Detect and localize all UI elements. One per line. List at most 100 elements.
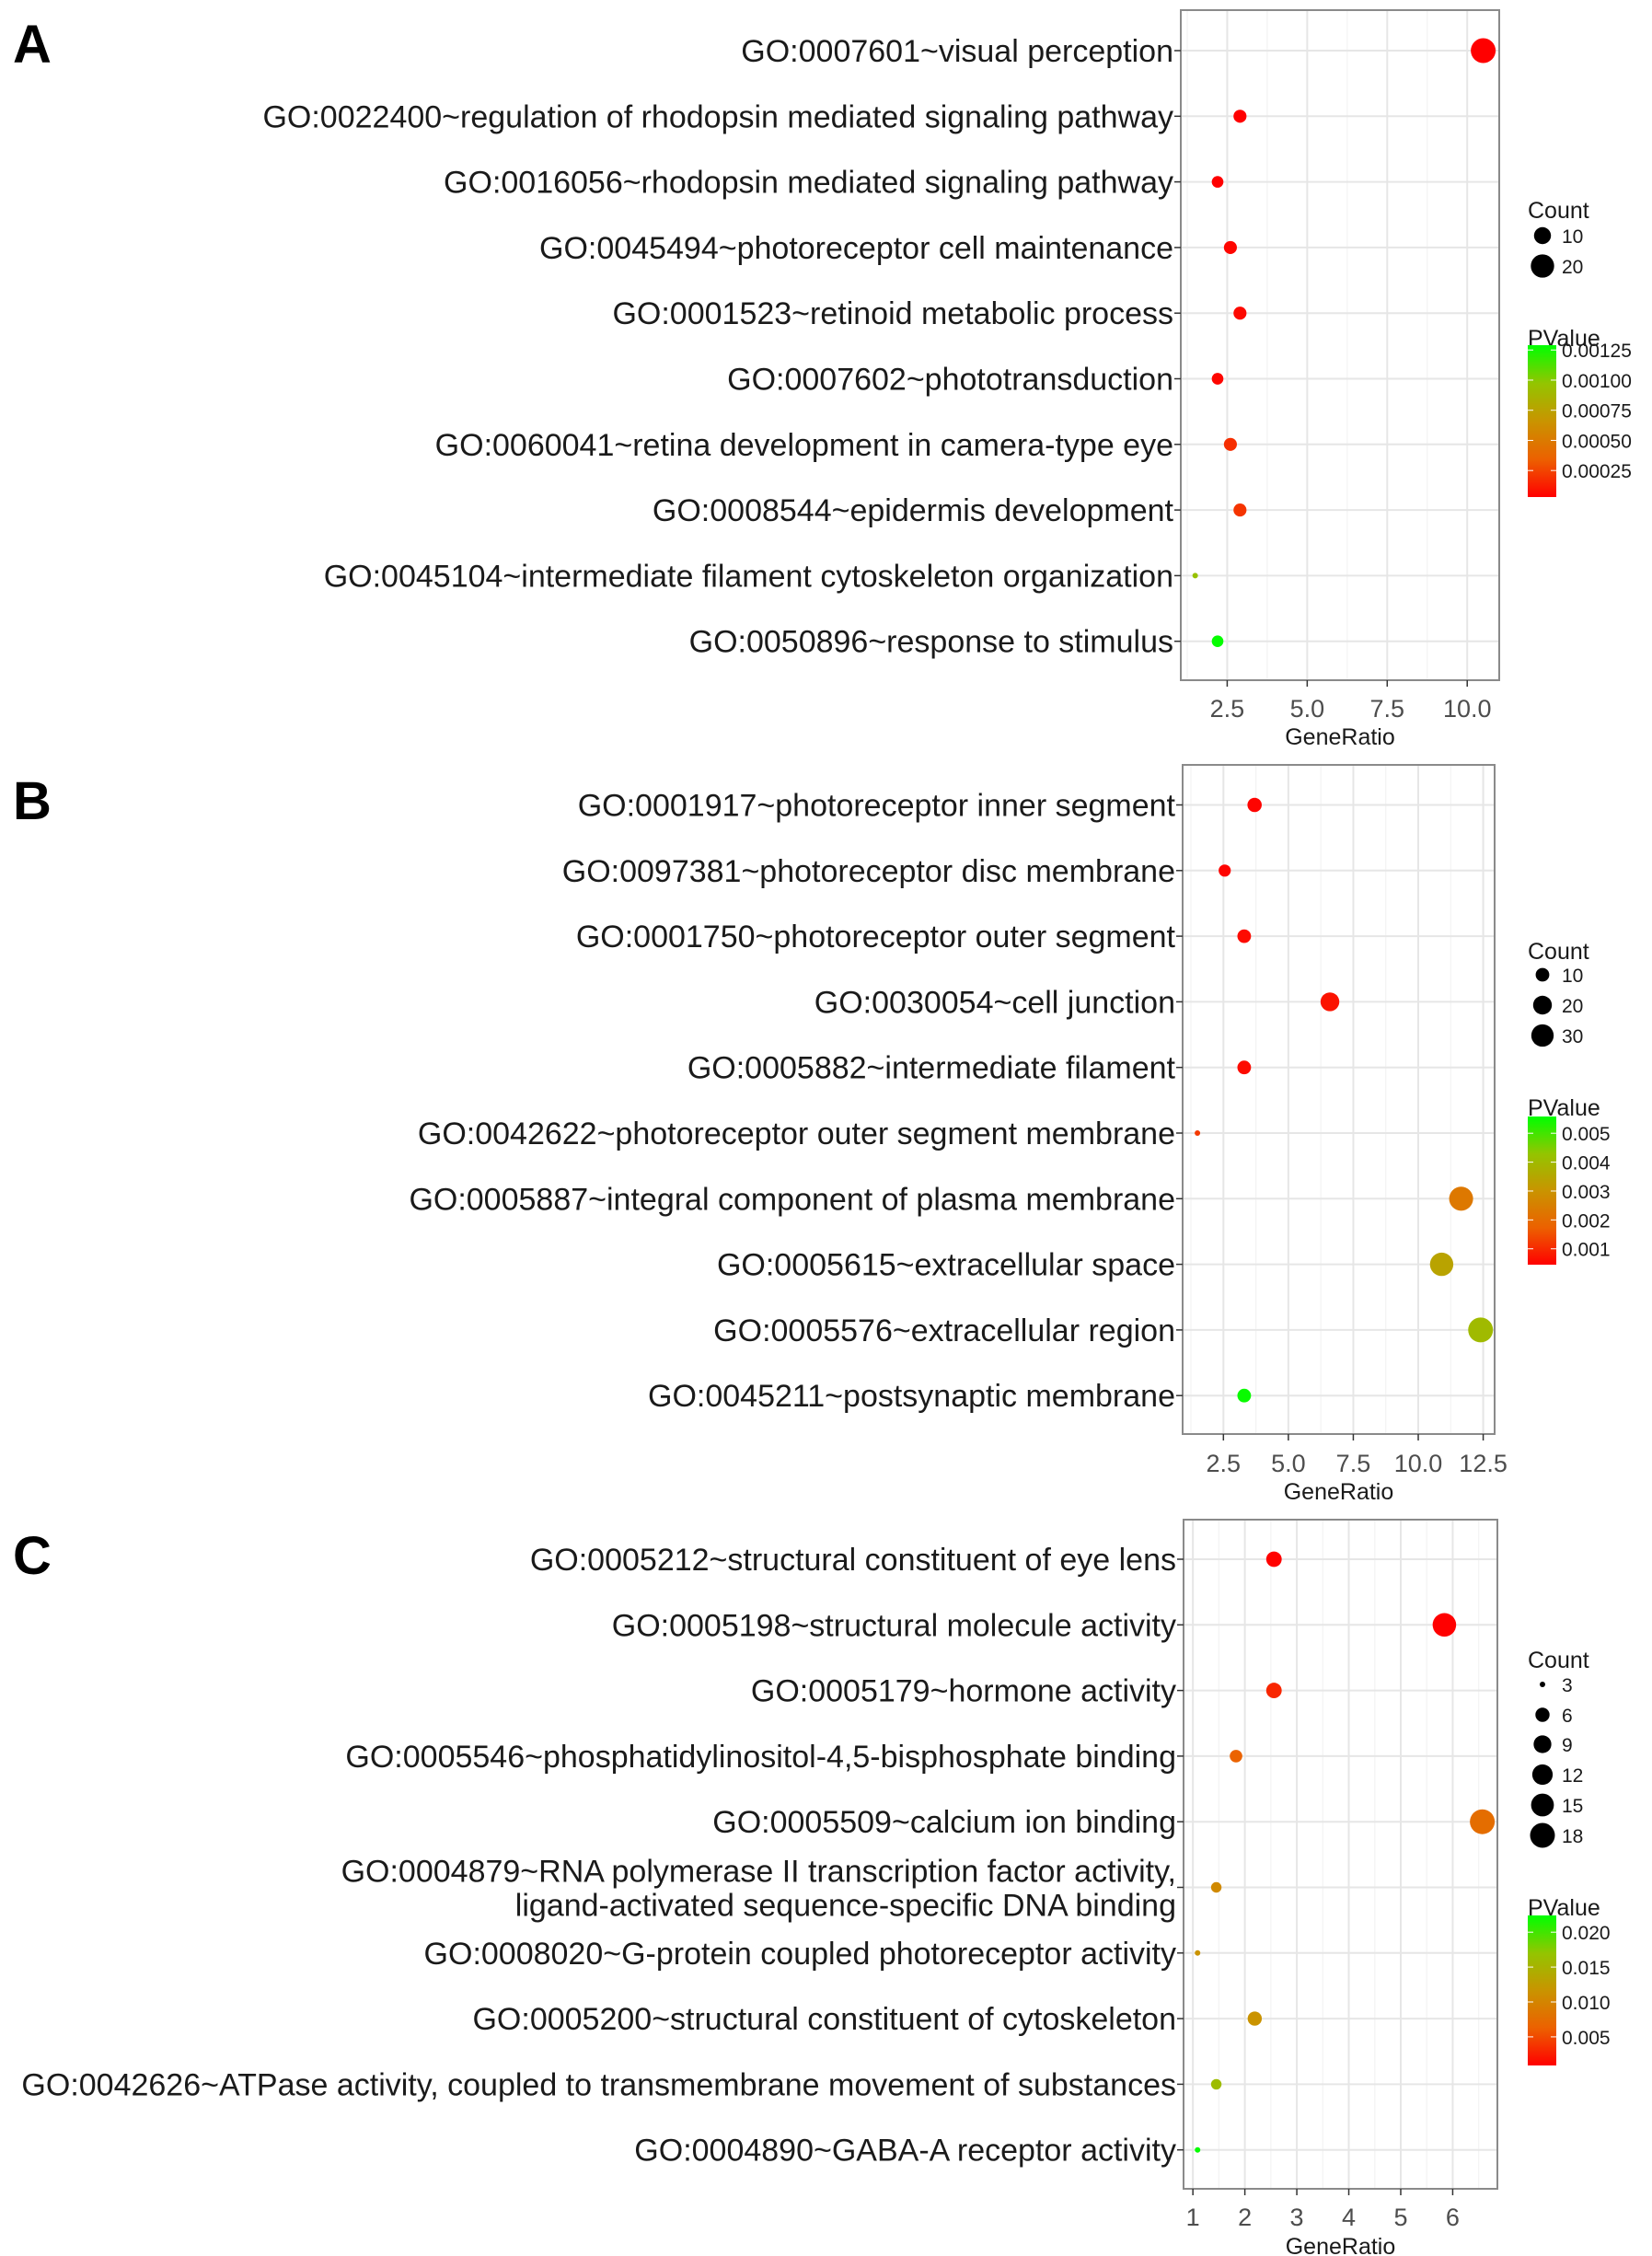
legend-color-label: 0.00050	[1562, 431, 1632, 452]
y-tick-label: GO:0045104~intermediate filament cytoske…	[324, 559, 1173, 594]
y-tick-label: GO:0004879~RNA polymerase II transcripti…	[341, 1855, 1176, 1924]
legend-color-label: 0.010	[1562, 1993, 1611, 2014]
y-tick-label: GO:0004890~GABA-A receptor activity	[634, 2134, 1176, 2169]
pvalue-colorbar	[1528, 1915, 1556, 2065]
data-point	[1210, 1881, 1222, 1893]
plot-border	[1180, 9, 1500, 681]
y-tick-label: GO:0022400~regulation of rhodopsin media…	[262, 99, 1173, 134]
data-point	[1247, 2011, 1263, 2026]
panel-letter: B	[13, 771, 52, 831]
legend-size-label: 9	[1562, 1735, 1573, 1756]
y-tick-label: GO:0042626~ATPase activity, coupled to t…	[21, 2067, 1176, 2102]
data-point	[1320, 992, 1340, 1012]
legend-size-key	[1532, 995, 1553, 1015]
y-tick-label-line: GO:0050896~response to stimulus	[689, 625, 1173, 660]
x-axis-title: GeneRatio	[1285, 724, 1395, 750]
x-tick-label: 12.5	[1459, 1450, 1508, 1477]
legend-color-label: 0.002	[1562, 1210, 1611, 1232]
panel-letter: C	[13, 1526, 52, 1586]
y-tick-label: GO:0005198~structural molecule activity	[612, 1608, 1176, 1643]
legend-size-label: 12	[1562, 1765, 1583, 1787]
y-tick-label-line: GO:0016056~rhodopsin mediated signaling …	[444, 166, 1173, 201]
panel-c: C GO:0005212~structural constituent of ey…	[13, 1519, 1611, 2256]
y-tick-label: GO:0001750~photoreceptor outer segment	[576, 920, 1176, 954]
data-point	[1449, 1186, 1473, 1211]
data-point	[1211, 373, 1224, 385]
x-tick-label: 4	[1342, 2204, 1356, 2231]
y-tick-label-line: GO:0008544~epidermis development	[653, 493, 1174, 528]
y-tick-label: GO:0001523~retinoid metabolic process	[612, 296, 1173, 331]
legend-size-label: 20	[1562, 996, 1583, 1017]
data-point	[1265, 1683, 1282, 1699]
x-tick-label: 5.0	[1271, 1450, 1306, 1477]
legend-size-key	[1533, 1735, 1552, 1753]
y-tick-label-line: GO:0042626~ATPase activity, coupled to t…	[21, 2067, 1176, 2102]
legend-title: Count	[1528, 198, 1589, 224]
y-tick-label: GO:0005882~intermediate filament	[687, 1051, 1176, 1086]
legend-color-label: 0.00025	[1562, 461, 1632, 482]
y-tick-label: GO:0005546~phosphatidylinositol-4,5-bisp…	[345, 1740, 1176, 1775]
y-tick-label-line: GO:0060041~retina development in camera-…	[435, 428, 1173, 463]
legend-size-label: 3	[1562, 1675, 1573, 1696]
y-tick-label-line: GO:0005179~hormone activity	[751, 1674, 1176, 1709]
x-axis-title: GeneRatio	[1284, 1479, 1394, 1505]
data-point	[1237, 929, 1252, 943]
x-tick-label: 2	[1238, 2204, 1252, 2231]
y-tick-label-line: GO:0042622~photoreceptor outer segment m…	[418, 1116, 1175, 1151]
y-tick-label-line: GO:0005509~calcium ion binding	[712, 1805, 1176, 1840]
legend-color-label: 0.005	[1562, 1124, 1611, 1145]
legend-size-label: 10	[1562, 226, 1583, 248]
data-point	[1223, 437, 1237, 451]
data-point	[1468, 1317, 1494, 1343]
legend-size-key	[1531, 254, 1554, 278]
x-tick-label: 5	[1393, 2204, 1407, 2231]
plot-background	[1183, 765, 1495, 1434]
y-tick-label-line: GO:0008020~G-protein coupled photorecept…	[424, 1937, 1176, 1972]
data-point	[1192, 573, 1198, 579]
y-tick-label-line: GO:0004890~GABA-A receptor activity	[634, 2134, 1176, 2169]
data-point	[1195, 1949, 1201, 1956]
legend-color-label: 0.001	[1562, 1240, 1611, 1261]
y-tick-label: GO:0097381~photoreceptor disc membrane	[562, 854, 1175, 889]
legend-title: Count	[1528, 939, 1589, 965]
legend-color-label: 0.015	[1562, 1958, 1611, 1979]
legend-size-key	[1535, 967, 1550, 982]
data-point	[1233, 307, 1247, 320]
y-tick-label-line: GO:0007602~phototransduction	[727, 363, 1173, 398]
legend-size-key	[1530, 1822, 1555, 1848]
data-point	[1223, 240, 1237, 254]
x-tick-label: 7.5	[1370, 695, 1405, 723]
data-point	[1211, 635, 1224, 648]
legend-color-label: 0.00075	[1562, 401, 1632, 422]
pvalue-legend: PValue0.001250.001000.000750.000500.0002…	[1528, 326, 1632, 497]
legend-size-key	[1533, 226, 1552, 245]
y-tick-label-line: GO:0005887~integral component of plasma …	[409, 1182, 1175, 1217]
y-tick-label: GO:0045211~postsynaptic membrane	[648, 1379, 1175, 1414]
y-tick-label-line: ligand-activated sequence-specific DNA b…	[515, 1889, 1176, 1924]
y-tick-label: GO:0001917~photoreceptor inner segment	[578, 789, 1176, 824]
y-tick-label: GO:0005887~integral component of plasma …	[409, 1182, 1175, 1217]
legend-size-label: 20	[1562, 257, 1583, 278]
legend-color-label: 0.003	[1562, 1182, 1611, 1203]
panel-b: B GO:0001917~photoreceptor inner segment G…	[13, 764, 1611, 1505]
legend-size-label: 18	[1562, 1826, 1583, 1847]
legend-size-key	[1540, 1682, 1545, 1687]
data-point	[1265, 1551, 1282, 1568]
legend-color-label: 0.020	[1562, 1923, 1611, 1944]
plot-background	[1181, 10, 1499, 680]
x-tick-label: 10.0	[1394, 1450, 1443, 1477]
y-tick-label: GO:0045494~photoreceptor cell maintenanc…	[539, 231, 1173, 266]
data-point	[1432, 1613, 1457, 1637]
x-tick-label: 10.0	[1443, 695, 1492, 723]
y-tick-label-line: GO:0005198~structural molecule activity	[612, 1608, 1176, 1643]
data-point	[1237, 1060, 1252, 1075]
y-tick-label: GO:0007601~visual perception	[741, 34, 1173, 69]
y-tick-label-line: GO:0005882~intermediate filament	[687, 1051, 1176, 1086]
data-point	[1230, 1750, 1242, 1763]
y-tick-label: GO:0008020~G-protein coupled photorecept…	[424, 1937, 1176, 1972]
legend-color-label: 0.005	[1562, 2028, 1611, 2049]
